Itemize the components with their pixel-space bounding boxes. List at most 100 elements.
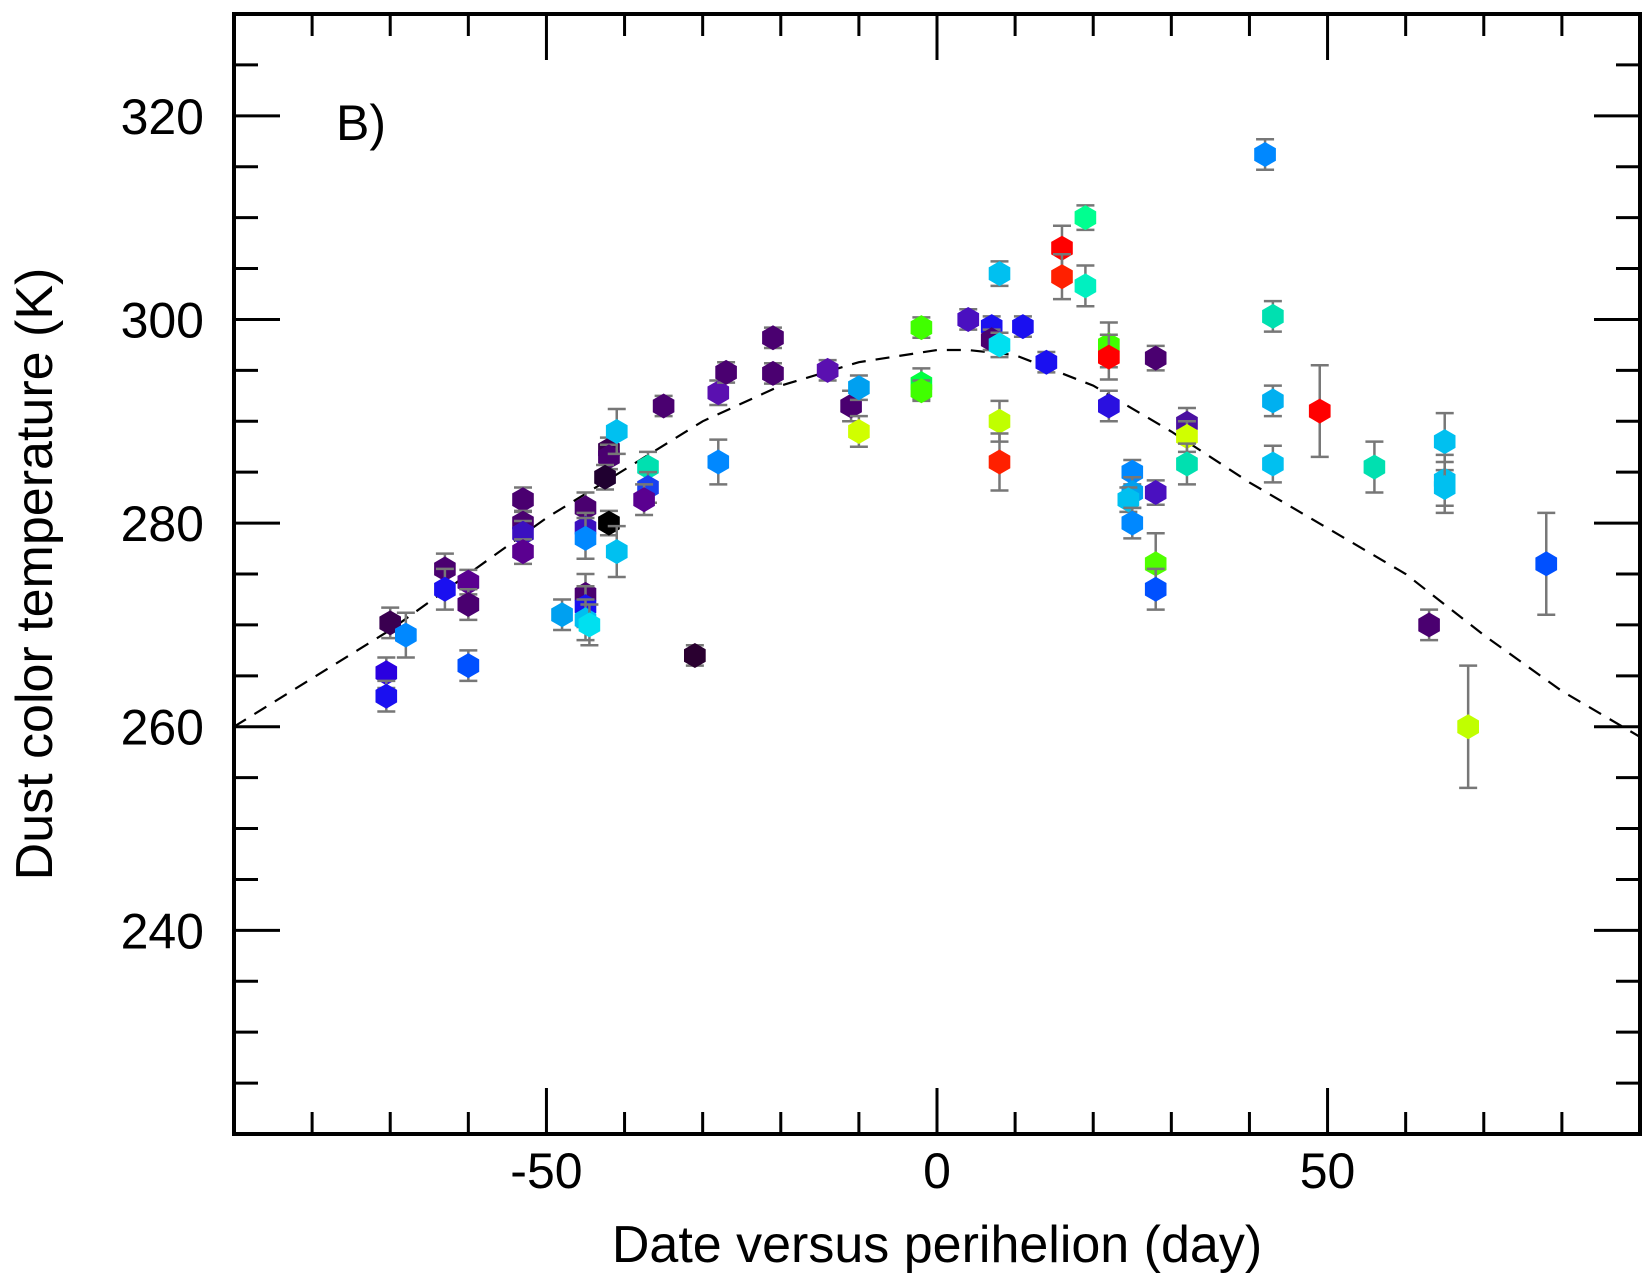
data-point: [1363, 440, 1386, 494]
y-tick-label: 320: [121, 89, 204, 145]
data-point: [957, 307, 980, 332]
hexagon-marker: [707, 380, 730, 406]
hexagon-marker: [910, 315, 933, 341]
hexagon-marker: [848, 419, 870, 444]
data-point: [1074, 264, 1097, 308]
hexagon-marker: [652, 393, 675, 419]
data-point: [512, 538, 534, 566]
y-tick-label: 280: [121, 496, 204, 552]
data-point: [1051, 253, 1073, 301]
hexagon-marker: [512, 487, 534, 513]
hexagon-marker: [1262, 303, 1284, 329]
hexagon-marker: [848, 375, 870, 401]
hexagon-marker: [762, 325, 784, 351]
data-point: [848, 374, 870, 402]
hexagon-marker: [578, 612, 601, 638]
x-tick-labels: -50 0 50: [510, 1143, 1355, 1199]
data-point: [715, 359, 737, 385]
data-point: [988, 260, 1011, 288]
data-point: [1308, 364, 1331, 459]
data-point: [512, 486, 534, 514]
data-point: [375, 679, 398, 713]
data-point: [395, 611, 417, 659]
hexagon-marker: [594, 464, 616, 490]
hexagon-marker: [1117, 487, 1140, 513]
data-point: [707, 438, 730, 486]
data-point: [1262, 444, 1284, 484]
data-point: [457, 649, 480, 683]
data-point: [1535, 511, 1558, 616]
y-tick-label: 300: [121, 292, 204, 348]
hexagon-marker: [1433, 429, 1456, 455]
hexagon-marker: [605, 419, 628, 444]
fit-curve-layer: [233, 348, 1641, 738]
data-point: [633, 483, 655, 517]
data-point: [574, 516, 597, 560]
data-point: [1144, 567, 1167, 611]
data-point: [1098, 333, 1120, 381]
data-point: [605, 407, 628, 456]
data-point: [1035, 349, 1058, 375]
data-point: [434, 567, 456, 611]
data-point: [1121, 506, 1144, 540]
hexagon-marker: [434, 576, 456, 602]
hexagon-marker: [1433, 475, 1456, 500]
hexagon-marker: [1012, 314, 1034, 340]
axis-ticks: [234, 14, 1640, 1134]
data-point: [1433, 460, 1456, 515]
data-point: [1098, 389, 1120, 423]
hexagon-marker: [707, 449, 730, 475]
hexagon-marker: [598, 444, 620, 470]
data-point: [1418, 608, 1440, 642]
x-tick-label: 50: [1300, 1143, 1356, 1199]
y-tick-labels: 240 260 280 300 320: [121, 89, 204, 960]
hexagon-marker: [1098, 393, 1120, 419]
data-point: [1144, 479, 1167, 507]
x-tick-label: -50: [510, 1143, 582, 1199]
hexagon-marker: [1176, 451, 1198, 477]
hexagon-marker: [1074, 273, 1097, 299]
hexagon-marker: [1254, 142, 1276, 167]
y-tick-label: 240: [121, 903, 204, 959]
hexagon-marker: [816, 357, 839, 383]
x-axis-title: Date versus perihelion (day): [612, 1216, 1262, 1274]
hexagon-marker: [512, 539, 534, 565]
hexagon-marker: [1363, 454, 1386, 480]
data-point: [652, 393, 675, 419]
data-point: [1176, 442, 1198, 486]
data-point: [762, 325, 784, 351]
y-tick-label: 260: [121, 700, 204, 756]
hexagon-marker: [375, 683, 398, 709]
hexagon-marker: [762, 360, 784, 386]
hexagon-marker: [1262, 388, 1284, 414]
hexagon-marker: [988, 261, 1011, 287]
data-point: [910, 315, 933, 341]
hexagon-marker: [598, 510, 620, 536]
data-point: [684, 643, 706, 668]
hexagon-marker: [715, 359, 737, 385]
data-point: [1262, 299, 1284, 333]
hexagon-marker: [910, 378, 933, 404]
hexagon-marker: [1418, 612, 1440, 638]
data-point: [762, 360, 784, 386]
hexagon-marker: [605, 539, 628, 565]
hexagon-marker: [457, 653, 480, 679]
hexagon-marker: [1144, 576, 1167, 602]
x-tick-label: 0: [923, 1143, 951, 1199]
data-point: [598, 509, 620, 537]
hexagon-marker: [1121, 510, 1144, 536]
data-point: [578, 603, 601, 647]
hexagon-marker: [1308, 398, 1331, 424]
hexagon-marker: [551, 602, 573, 628]
hexagon-marker: [574, 525, 597, 551]
data-point: [1012, 314, 1034, 340]
hexagon-marker: [988, 408, 1011, 434]
hexagon-marker: [1074, 205, 1097, 231]
fit-curve: [233, 348, 1641, 738]
hexagon-marker: [1098, 344, 1120, 370]
hexagon-marker: [457, 592, 480, 617]
data-point: [1457, 664, 1479, 790]
data-point: [988, 432, 1011, 492]
data-point: [1262, 384, 1284, 418]
